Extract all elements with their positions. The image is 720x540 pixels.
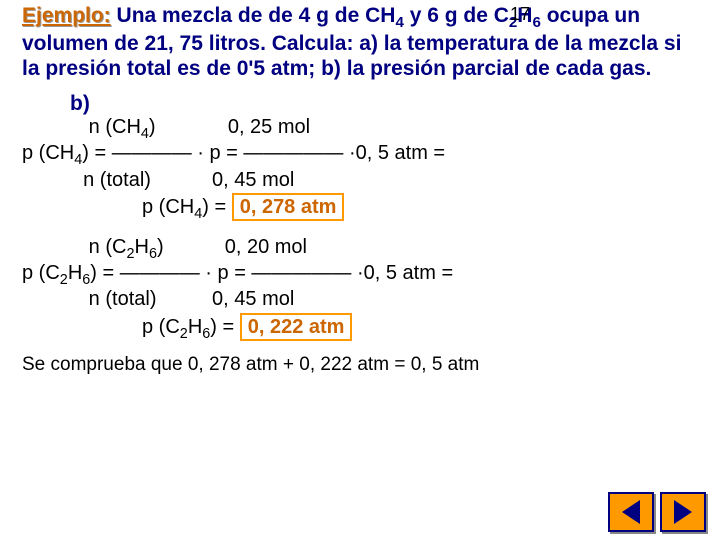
c1-sub4a: 4 [141,126,149,142]
page-number: 17 [510,4,530,25]
problem-statement: Ejemplo: Una mezcla de de 4 g de CH4 y 6… [0,0,720,116]
c2-res-label: p (C [142,316,180,338]
c2-res-eq: ) = [210,316,239,338]
c2-l2a: p (C [22,262,60,284]
c2-l1a: n (C [22,236,126,258]
c2-l1c: ) 0, 20 mol [157,236,307,258]
c1-res-label: p (CH [142,196,194,218]
c2-l1b: H [134,236,148,258]
problem-text-1: Una mezcla de de 4 g de CH [111,4,396,27]
calculation-c2h6: n (C2H6) 0, 20 mol p (C2H6) = ———— · p =… [22,236,720,342]
c2-l3: n (total) 0, 45 mol [22,288,720,310]
c2-res-label2: H [188,316,202,338]
sub-6: 6 [532,14,540,31]
c1-l2b: ) = ———— · p = ————— ·0, 5 atm = [82,142,445,164]
c2-l2c: ) = ———— · p = ————— ·0, 5 atm = [90,262,453,284]
arrow-right-icon [674,500,692,524]
c2-sub2b: 2 [60,272,68,288]
answer-c2h6: 0, 222 atm [240,313,353,341]
prev-button[interactable] [608,492,654,532]
verification-line: Se comprueba que 0, 278 atm + 0, 222 atm… [22,354,720,376]
c2-sub2c: 2 [180,326,188,342]
calculation-ch4: n (CH4) 0, 25 mol p (CH4) = ———— · p = —… [22,116,720,222]
part-b-label: b) [70,92,698,117]
sub-4: 4 [395,14,403,31]
ejemplo-label: Ejemplo: [22,4,111,27]
arrow-left-icon [622,500,640,524]
nav-buttons [608,492,706,532]
c2-l2b: H [68,262,82,284]
c1-l3: n (total) 0, 45 mol [22,169,720,191]
c1-l2a: p (CH [22,142,74,164]
c2-sub6a: 6 [149,246,157,262]
c1-res-eq: ) = [202,196,231,218]
problem-text-2: y 6 g de C [404,4,509,27]
next-button[interactable] [660,492,706,532]
c1-l1b: ) 0, 25 mol [149,116,310,138]
c1-l1a: n (CH [22,116,141,138]
answer-ch4: 0, 278 atm [232,193,345,221]
